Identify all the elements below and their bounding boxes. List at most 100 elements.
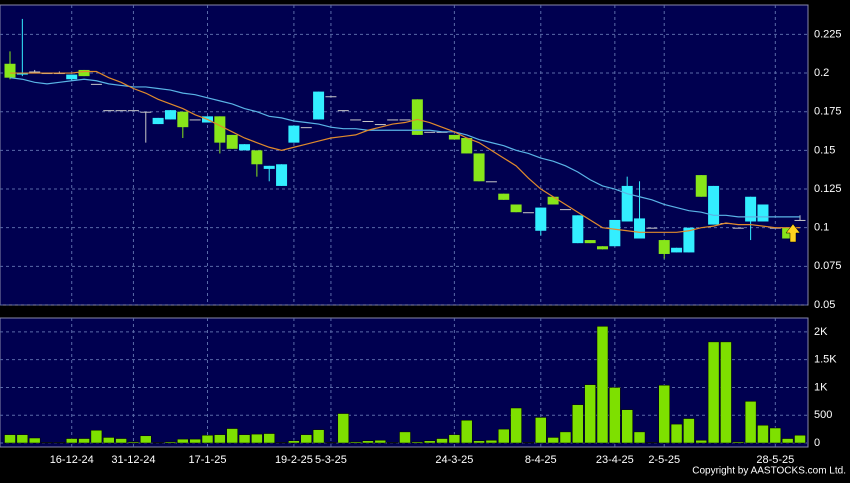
candle-body	[300, 127, 312, 129]
volume-bar	[300, 434, 312, 444]
x-tick-label: 28-5-25	[756, 454, 794, 466]
volume-bar	[263, 433, 275, 444]
volume-bar	[510, 407, 522, 444]
y-tick-label: 1K	[814, 381, 828, 393]
volume-bar	[288, 440, 300, 444]
y-tick-label: 0.2	[814, 67, 829, 79]
x-tick-label: 5-3-25	[315, 454, 347, 466]
y-tick-label: 500	[814, 409, 832, 421]
volume-bar	[609, 387, 621, 444]
x-tick-label: 24-3-25	[435, 454, 473, 466]
x-tick-label: 16-12-24	[50, 454, 94, 466]
plot-layer: 16-12-24 31-12-24 17-1-25 19-2-25 5-3-25 24-3…	[0, 5, 842, 466]
candle-body	[658, 240, 670, 254]
candle-body	[584, 240, 596, 244]
candle-body	[337, 110, 349, 112]
volume-bar	[127, 441, 140, 444]
candle-body	[597, 246, 608, 250]
volume-bar	[584, 384, 596, 444]
volume-bar	[473, 440, 485, 444]
volume-bar	[103, 437, 115, 444]
candle-body	[411, 99, 423, 135]
candle-body	[4, 63, 16, 78]
volume-bar	[646, 442, 658, 444]
volume-bar	[621, 409, 633, 444]
volume-bar	[275, 442, 288, 444]
candle-body	[78, 69, 90, 77]
volume-bar	[177, 438, 189, 444]
candle-body	[325, 96, 337, 98]
volume-bar	[707, 341, 720, 444]
candle-body	[90, 83, 102, 85]
volume-bar	[164, 441, 177, 444]
candle-body	[683, 227, 695, 253]
volume-bar	[189, 438, 201, 444]
candle-body	[239, 144, 251, 151]
volume-bar	[423, 440, 436, 444]
candle-body	[29, 71, 41, 73]
y-tick-label: 0.05	[814, 299, 835, 311]
volume-bar	[732, 441, 745, 444]
y-tick-label: 0.225	[814, 28, 842, 40]
candle-body	[214, 116, 226, 143]
candle-body	[473, 153, 485, 182]
x-tick-label: 19-2-25	[275, 454, 313, 466]
volume-bar	[16, 434, 29, 444]
candle-body	[559, 209, 571, 211]
volume-bar	[720, 341, 732, 444]
candle-body	[745, 196, 757, 222]
candle-body	[535, 207, 547, 231]
volume-bar	[572, 404, 584, 444]
volume-bar	[65, 438, 78, 444]
volume-bar	[769, 427, 782, 444]
volume-bar	[78, 438, 90, 444]
volume-bar	[152, 442, 164, 444]
candle-body	[115, 110, 127, 112]
volume-bar	[658, 384, 670, 444]
volume-bar	[411, 441, 424, 444]
volume-bar	[757, 424, 769, 444]
volume-bar	[448, 434, 461, 444]
candle-body	[510, 204, 522, 213]
candle-body	[708, 185, 720, 225]
y-tick-label: 2K	[814, 326, 828, 338]
volume-bar	[41, 442, 53, 444]
candle-body	[634, 218, 646, 239]
candle-body	[350, 119, 362, 121]
candle-body	[189, 119, 201, 121]
volume-bar	[535, 417, 547, 444]
candle-body	[263, 165, 275, 169]
volume-bar	[201, 434, 214, 444]
copyright: Copyright by AASTOCKS.com Ltd.	[692, 466, 846, 477]
y-tick-label: 0	[814, 437, 820, 449]
volume-bar	[374, 439, 387, 444]
volume-bar	[399, 431, 411, 444]
volume-bar	[386, 442, 399, 444]
candle-body	[646, 227, 658, 229]
volume-bar	[214, 434, 226, 444]
volume-bar	[522, 442, 535, 444]
volume-bar	[744, 401, 757, 444]
candle-body	[313, 91, 325, 120]
candle-body	[424, 131, 436, 133]
volume-bar	[547, 437, 559, 444]
candle-body	[399, 119, 411, 121]
x-tick-label: 8-4-25	[525, 454, 557, 466]
volume-bar	[90, 429, 103, 444]
candle-body	[251, 150, 263, 165]
volume-bar	[325, 442, 337, 444]
candle-body	[448, 134, 460, 140]
volume-bar	[362, 440, 374, 444]
candle-body	[498, 193, 510, 200]
candle-body	[695, 175, 707, 197]
moving-average-line	[9, 77, 800, 218]
volume-bar	[670, 423, 683, 444]
x-tick-label: 2-5-25	[648, 454, 680, 466]
candle-body	[522, 212, 534, 214]
volume-bar	[460, 419, 473, 444]
candle-body	[621, 185, 633, 222]
volume-bar	[226, 428, 238, 444]
candle-body	[374, 124, 386, 126]
candle-body	[671, 247, 683, 253]
